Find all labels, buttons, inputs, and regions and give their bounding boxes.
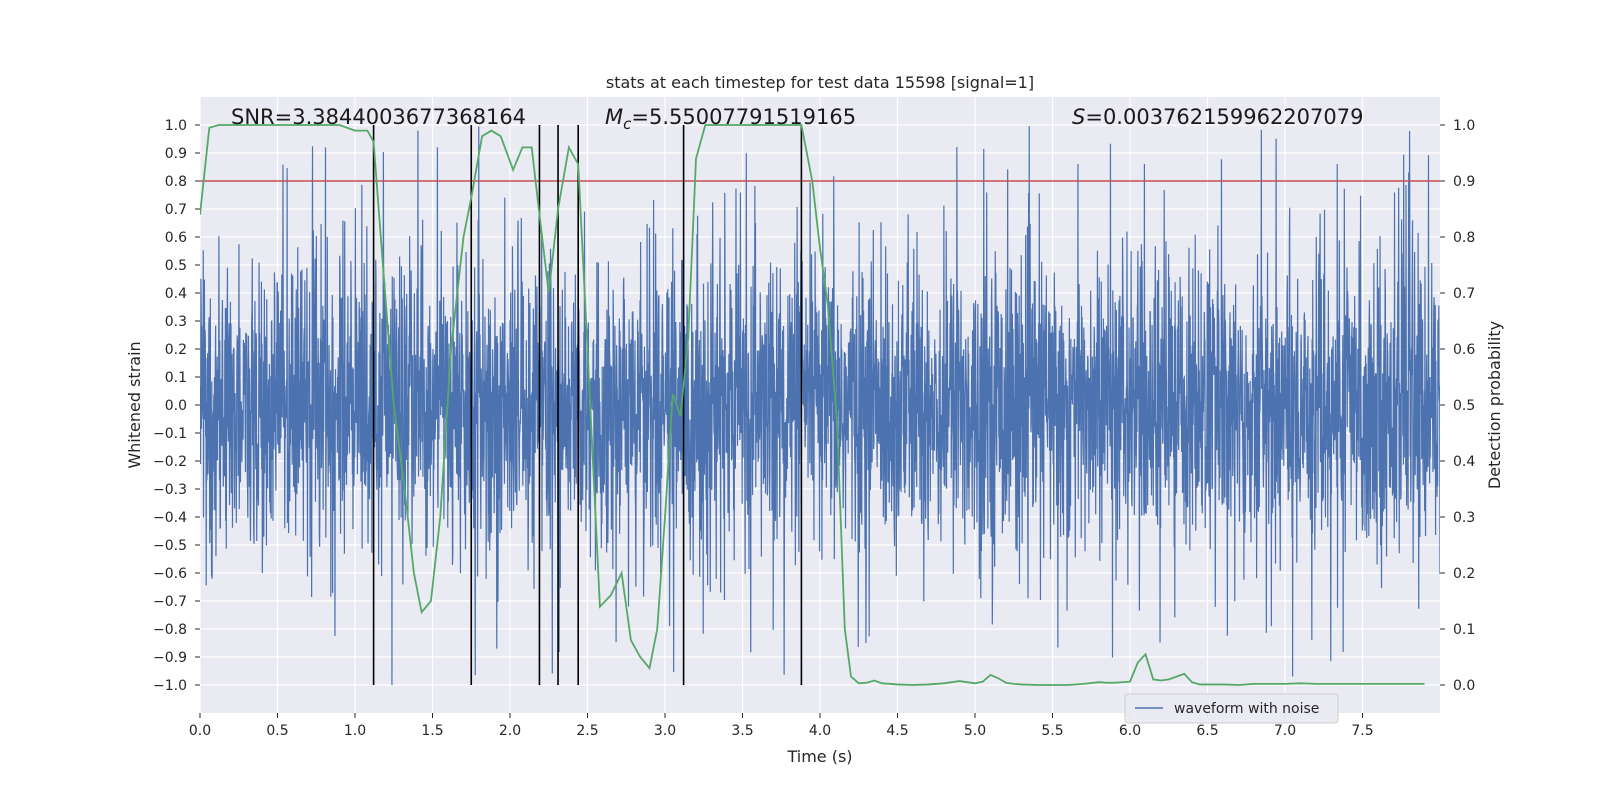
y-tick-label-right-2: 0.8 <box>1453 230 1475 246</box>
legend: waveform with noise <box>1124 693 1339 724</box>
x-tick-label-6: 3.0 <box>654 723 676 739</box>
x-tick-label-14: 7.0 <box>1274 723 1296 739</box>
x-axis-label: Time (s) <box>786 747 852 766</box>
x-tick-label-2: 1.0 <box>344 723 366 739</box>
y-tick-label-left-9: 0.1 <box>165 370 187 386</box>
y-tick-label-right-3: 0.7 <box>1453 286 1475 302</box>
y-tick-label-left-4: 0.6 <box>165 230 187 246</box>
y-tick-label-left-3: 0.7 <box>165 202 187 218</box>
y-tick-label-left-0: 1.0 <box>165 118 187 134</box>
y-tick-label-left-6: 0.4 <box>165 286 187 302</box>
y-tick-label-right-6: 0.4 <box>1453 454 1475 470</box>
y-tick-label-left-17: −0.7 <box>153 594 187 610</box>
y-tick-label-left-1: 0.9 <box>165 146 187 162</box>
snr-annotation: SNR=3.3844003677368164 <box>231 105 526 129</box>
x-tick-label-0: 0.0 <box>189 723 211 739</box>
x-tick-label-3: 1.5 <box>421 723 443 739</box>
y-axis-label-left: Whitened strain <box>125 341 144 468</box>
y-tick-label-right-1: 0.9 <box>1453 174 1475 190</box>
left-y-ticks: 1.0 0.9 0.8 0.7 0.6 0.5 0.4 0.3 0.2 0.1 0.0 −0.1 −0.… <box>153 118 200 694</box>
x-tick-label-5: 2.5 <box>576 723 598 739</box>
x-ticks: 0.0 0.5 1.0 1.5 2.0 2.5 3.0 3.5 4.0 4.5 5.0 5.5 6.0 6… <box>189 713 1374 739</box>
y-tick-label-left-19: −0.9 <box>153 650 187 666</box>
probability-series <box>200 124 1425 686</box>
y-axis-label-right: Detection probability <box>1485 321 1504 489</box>
x-tick-label-4: 2.0 <box>499 723 521 739</box>
y-tick-label-left-8: 0.2 <box>165 342 187 358</box>
x-tick-label-13: 6.5 <box>1196 723 1218 739</box>
x-tick-label-15: 7.5 <box>1351 723 1373 739</box>
waveform-series <box>200 126 1440 686</box>
y-tick-label-left-20: −1.0 <box>153 678 187 694</box>
x-tick-label-12: 6.0 <box>1119 723 1141 739</box>
vertical-markers <box>372 125 803 685</box>
y-tick-label-right-9: 0.1 <box>1453 622 1475 638</box>
y-tick-label-left-14: −0.4 <box>153 510 187 526</box>
x-tick-label-7: 3.5 <box>731 723 753 739</box>
y-tick-label-left-11: −0.1 <box>153 426 187 442</box>
x-tick-label-10: 5.0 <box>964 723 986 739</box>
y-tick-label-left-18: −0.8 <box>153 622 187 638</box>
y-tick-label-right-4: 0.6 <box>1453 342 1475 358</box>
y-tick-label-left-15: −0.5 <box>153 538 187 554</box>
waveform-trace <box>200 126 1440 686</box>
y-tick-label-right-10: 0.0 <box>1453 678 1475 694</box>
x-tick-label-8: 4.0 <box>809 723 831 739</box>
chirp-mass-annotation: Mc=5.55007791519165 <box>605 105 856 133</box>
y-tick-label-right-7: 0.3 <box>1453 510 1475 526</box>
y-tick-label-left-13: −0.3 <box>153 482 187 498</box>
y-tick-label-right-5: 0.5 <box>1453 398 1475 414</box>
s-annotation: S=0.003762159962207079 <box>1072 105 1363 129</box>
x-tick-label-11: 5.5 <box>1041 723 1063 739</box>
chart-title: stats at each timestep for test data 155… <box>606 73 1034 92</box>
y-tick-label-right-0: 1.0 <box>1453 118 1475 134</box>
legend-label: waveform with noise <box>1174 701 1319 717</box>
y-tick-label-left-5: 0.5 <box>165 258 187 274</box>
y-tick-label-left-16: −0.6 <box>153 566 187 582</box>
x-tick-label-1: 0.5 <box>266 723 288 739</box>
right-y-ticks: 1.0 0.9 0.8 0.7 0.6 0.5 0.4 0.3 0.2 0.1 0.0 <box>1440 118 1475 694</box>
y-tick-label-left-7: 0.3 <box>165 314 187 330</box>
y-tick-label-left-10: 0.0 <box>165 398 187 414</box>
x-tick-label-9: 4.5 <box>886 723 908 739</box>
y-tick-label-right-8: 0.2 <box>1453 566 1475 582</box>
y-tick-label-left-2: 0.8 <box>165 174 187 190</box>
legend-box <box>1124 693 1339 724</box>
probability-line <box>200 124 1425 686</box>
y-tick-label-left-12: −0.2 <box>153 454 187 470</box>
